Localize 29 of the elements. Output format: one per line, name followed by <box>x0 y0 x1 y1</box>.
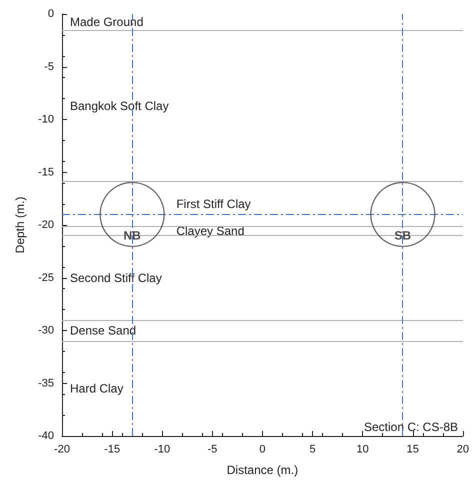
y-tick-label: -20 <box>38 219 54 231</box>
y-tick-label: -10 <box>38 114 54 126</box>
x-tick-label: -10 <box>154 444 170 456</box>
x-tick-label: -20 <box>54 444 70 456</box>
annotation: Made Ground <box>70 14 144 29</box>
x-tick-label: -15 <box>104 444 120 456</box>
x-axis-title: Distance (m.) <box>226 463 298 477</box>
x-tick-label: 5 <box>309 444 316 456</box>
annotation: Section C: CS-8B <box>364 420 458 434</box>
y-axis-title: Depth (m.) <box>13 196 27 254</box>
y-tick-label: -5 <box>44 60 54 73</box>
annotation: Dense Sand <box>70 324 136 338</box>
x-tick-label: 15 <box>406 444 419 456</box>
x-tick-label: -5 <box>207 444 218 456</box>
x-tick-label: 0 <box>259 444 266 456</box>
x-tick-label: 20 <box>456 444 470 456</box>
y-tick-label: -25 <box>38 272 54 284</box>
annotation: First Stiff Clay <box>176 196 251 211</box>
annotation: Hard Clay <box>70 382 124 396</box>
series-label: NB <box>123 228 142 242</box>
y-tick-label: -35 <box>38 377 54 390</box>
x-tick-label: 10 <box>356 444 369 456</box>
series-label: SB <box>394 228 412 242</box>
annotation: Bangkok Soft Clay <box>70 98 169 113</box>
y-tick-label: -30 <box>38 324 54 336</box>
y-tick-label: -15 <box>38 166 54 178</box>
y-tick-label: 0 <box>48 8 54 20</box>
y-tick-label: -40 <box>38 430 54 442</box>
annotation: Clayey Sand <box>176 224 244 238</box>
